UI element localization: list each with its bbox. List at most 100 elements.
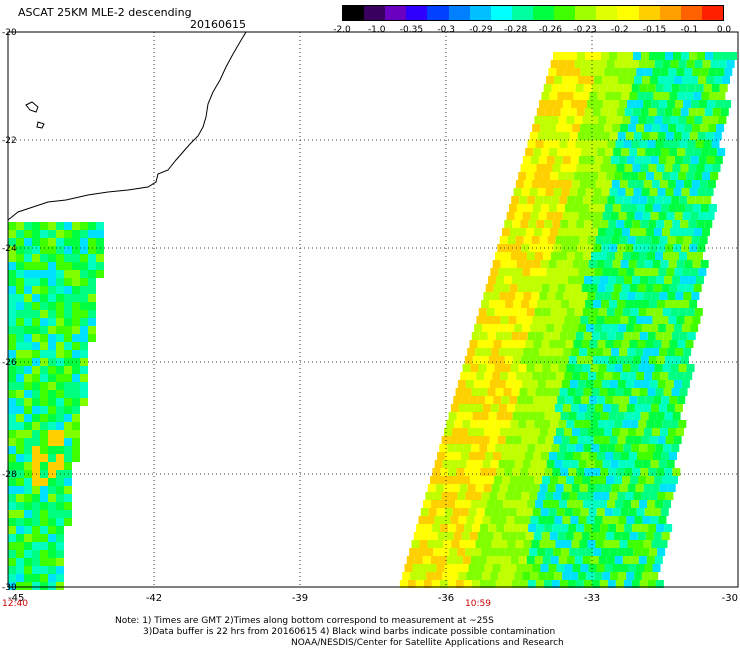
data-cell [632, 468, 641, 476]
data-cell [575, 140, 584, 148]
data-cell [679, 196, 688, 204]
data-cell [647, 580, 656, 588]
data-cell [529, 132, 538, 140]
data-cell [487, 388, 496, 396]
data-cell [541, 340, 550, 348]
data-cell [80, 230, 88, 238]
data-cell [699, 180, 708, 188]
data-cell [682, 324, 691, 332]
data-cell [48, 374, 56, 382]
data-cell [564, 564, 573, 572]
data-cell [567, 388, 576, 396]
data-cell [538, 324, 547, 332]
data-cell [661, 532, 670, 540]
data-cell [699, 236, 708, 244]
data-cell [510, 556, 519, 564]
data-cell [451, 540, 460, 548]
data-cell [72, 254, 80, 262]
data-cell [80, 262, 88, 270]
data-cell [543, 444, 552, 452]
data-cell [56, 558, 64, 566]
data-cell [578, 212, 587, 220]
data-cell [511, 500, 520, 508]
data-cell [683, 348, 692, 356]
data-cell [557, 452, 565, 460]
data-cell [8, 246, 16, 254]
data-cell [512, 220, 521, 228]
data-cell [675, 428, 684, 436]
data-cell [645, 228, 654, 236]
data-cell [546, 572, 555, 580]
data-cell [606, 172, 615, 180]
data-cell [552, 412, 561, 420]
data-cell [654, 60, 663, 68]
data-cell [673, 188, 682, 196]
data-cell [582, 116, 591, 124]
data-cell [591, 196, 600, 204]
data-cell [586, 404, 595, 412]
data-cell [713, 132, 722, 140]
data-cell [500, 508, 509, 516]
data-cell [534, 420, 543, 428]
data-cell [633, 436, 642, 444]
data-cell [494, 476, 503, 484]
data-cell [638, 556, 647, 564]
data-cell [663, 500, 672, 508]
data-cell [417, 548, 426, 556]
data-cell [664, 356, 673, 364]
data-cell [56, 302, 64, 310]
data-cell [656, 468, 665, 476]
data-cell [40, 326, 48, 334]
data-cell [608, 468, 617, 476]
data-cell [443, 484, 452, 492]
data-cell [580, 68, 589, 76]
data-cell [669, 228, 678, 236]
data-cell [651, 428, 660, 436]
data-cell [677, 340, 686, 348]
data-cell [489, 492, 498, 500]
data-cell [24, 502, 32, 510]
data-cell [503, 252, 511, 260]
data-cell [690, 268, 699, 276]
data-cell [479, 444, 488, 452]
data-cell [599, 500, 608, 508]
data-cell [458, 516, 467, 524]
data-cell [524, 204, 533, 212]
data-cell [555, 484, 564, 492]
data-cell [48, 246, 56, 254]
data-cell [583, 140, 592, 148]
data-cell [620, 372, 629, 380]
data-cell [671, 444, 680, 452]
data-cell [72, 302, 80, 310]
data-cell [621, 340, 630, 348]
coastline [7, 31, 247, 221]
data-cell [505, 244, 514, 252]
data-cell [674, 156, 683, 164]
data-cell [571, 292, 580, 300]
data-cell [687, 252, 695, 260]
data-cell [652, 372, 661, 380]
data-cell [643, 484, 652, 492]
data-cell [527, 140, 536, 148]
data-cell [696, 108, 705, 116]
data-cell [640, 220, 649, 228]
data-cell [677, 92, 686, 100]
data-cell [24, 542, 32, 550]
data-cell [579, 292, 588, 300]
data-cell [540, 372, 549, 380]
data-cell [64, 254, 72, 262]
data-cell [16, 574, 24, 582]
data-cell [699, 100, 708, 108]
data-cell [591, 84, 600, 92]
data-cell [530, 212, 539, 220]
data-cell [569, 300, 578, 308]
data-cell [496, 468, 505, 476]
data-cell [560, 220, 569, 228]
data-cell [698, 76, 707, 84]
data-cell [565, 396, 574, 404]
data-cell [582, 308, 591, 316]
data-cell [453, 532, 462, 540]
data-cell [646, 116, 655, 124]
data-cell [567, 84, 576, 92]
data-cell [478, 420, 487, 428]
